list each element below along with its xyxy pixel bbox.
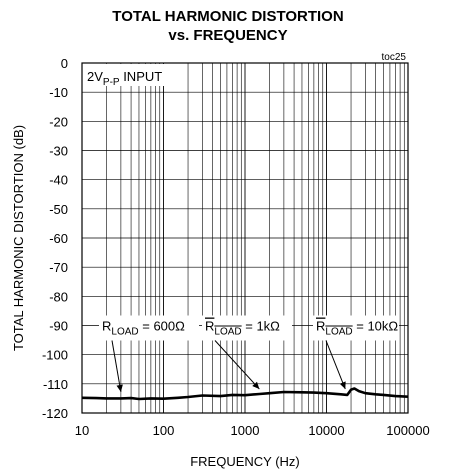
annotation-arrowhead <box>116 384 123 392</box>
y-tick-label: -40 <box>49 173 68 188</box>
x-tick-label: 100 <box>153 423 175 438</box>
y-tick-label: -120 <box>42 406 68 421</box>
y-tick-label: -90 <box>49 319 68 334</box>
x-tick-label: 100000 <box>386 423 429 438</box>
y-tick-label: -110 <box>43 377 68 392</box>
input-label: 2VP-P INPUT <box>87 69 162 88</box>
load-annotation: RLOAD = 10kΩ <box>316 319 398 338</box>
x-tick-label: 10 <box>75 423 89 438</box>
grid <box>81 62 408 414</box>
annotation-arrowhead <box>252 381 260 390</box>
load-annotation: RLOAD = 600Ω <box>102 319 185 338</box>
chart-title-line-1: TOTAL HARMONIC DISTORTION <box>112 8 344 25</box>
chart-title-line-2: vs. FREQUENCY <box>168 27 288 44</box>
y-axis-label: TOTAL HARMONIC DISTORTION (dB) <box>11 125 26 351</box>
y-tick-label: -20 <box>49 114 68 129</box>
annotation-arrowhead <box>339 381 346 390</box>
y-tick-label: 0 <box>61 56 68 71</box>
annotation-arrow <box>325 340 346 390</box>
y-tick-label: -80 <box>49 289 68 304</box>
y-tick-label: -60 <box>49 231 68 246</box>
annotation-layer: 2VP-P INPUT RLOAD = 600Ω RLOAD = 1kΩ RLOAD … <box>83 64 399 393</box>
y-tick-label: -100 <box>42 348 68 363</box>
annotation-arrow <box>214 340 260 390</box>
series-layer <box>81 387 409 401</box>
y-tick-label: -30 <box>49 144 68 159</box>
annotation-background <box>202 315 292 341</box>
y-tick-label: -10 <box>49 85 68 100</box>
x-axis-label: FREQUENCY (Hz) <box>190 454 300 469</box>
y-tick-label: -70 <box>49 260 68 275</box>
y-tick-label: -50 <box>49 202 68 217</box>
series-line <box>81 387 409 401</box>
input-label-background <box>83 64 175 86</box>
plot-frame <box>81 62 409 414</box>
annotation-background <box>99 315 199 341</box>
load-annotation: RLOAD = 1kΩ <box>205 319 280 338</box>
x-tick-label: 1000 <box>231 423 260 438</box>
x-tick-label: 10000 <box>308 423 344 438</box>
annotation-arrow <box>111 340 122 393</box>
figure-tag: toc25 <box>382 52 407 63</box>
annotation-background <box>313 315 399 341</box>
tick-labels: 0 -10 -20 -30 -40 -50 -60 -70 -80 -90 -100 -110 -120… <box>42 56 430 438</box>
